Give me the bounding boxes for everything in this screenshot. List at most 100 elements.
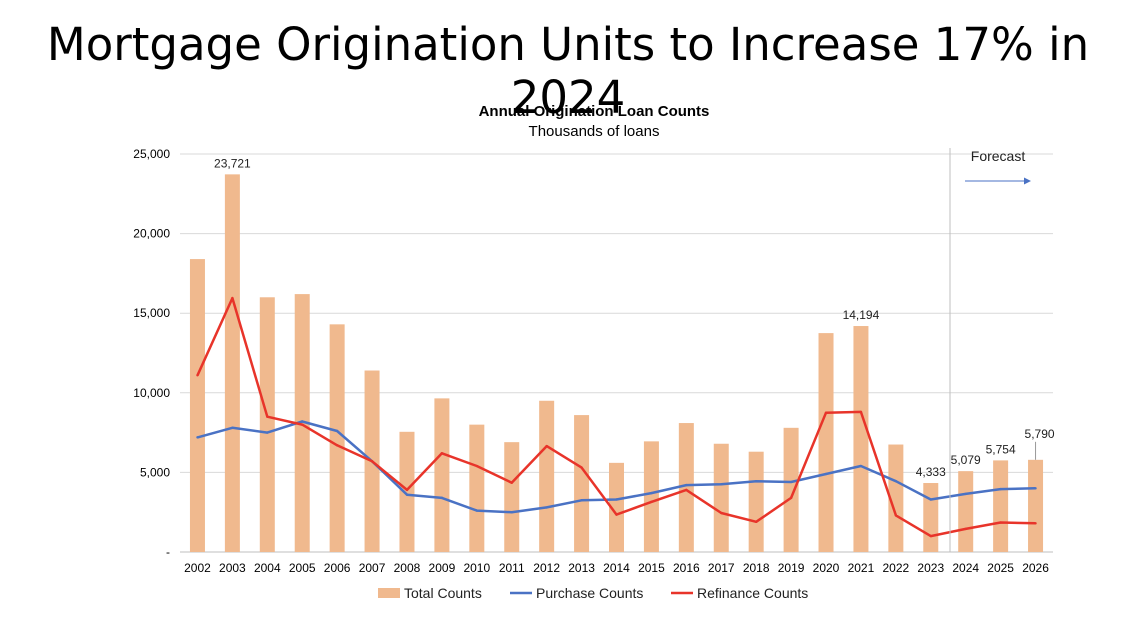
legend-label-total: Total Counts bbox=[404, 585, 482, 601]
point-refinance-2016 bbox=[685, 488, 688, 492]
point-purchase-2024 bbox=[964, 492, 967, 496]
y-tick-label: 5,000 bbox=[140, 465, 170, 479]
point-refinance-2009 bbox=[440, 452, 444, 455]
legend-label-purchase: Purchase Counts bbox=[536, 585, 643, 601]
point-refinance-2010 bbox=[475, 464, 479, 468]
bar-total-2012 bbox=[539, 400, 555, 552]
point-refinance-2014 bbox=[615, 513, 618, 516]
x-tick-label: 2009 bbox=[429, 561, 456, 575]
data-label-2025: 5,754 bbox=[986, 442, 1016, 456]
bar-total-2026 bbox=[1028, 459, 1044, 552]
point-refinance-2022 bbox=[894, 514, 898, 517]
chart-subtitle: Thousands of loans bbox=[529, 123, 660, 140]
point-refinance-2023 bbox=[929, 534, 932, 538]
y-tick-label: 20,000 bbox=[133, 227, 170, 241]
y-tick-label: 25,000 bbox=[133, 147, 170, 161]
point-refinance-2003 bbox=[231, 296, 234, 300]
bar-total-2015 bbox=[643, 441, 659, 552]
point-refinance-2011 bbox=[510, 481, 513, 484]
x-tick-label: 2022 bbox=[883, 561, 910, 575]
x-tick-label: 2021 bbox=[848, 561, 875, 575]
point-refinance-2015 bbox=[650, 500, 653, 504]
x-tick-label: 2017 bbox=[708, 561, 735, 575]
x-tick-label: 2016 bbox=[673, 561, 700, 575]
bar-total-2013 bbox=[574, 415, 590, 552]
x-tick-label: 2007 bbox=[359, 561, 386, 575]
x-tick-label: 2015 bbox=[638, 561, 665, 575]
bar-total-2023 bbox=[923, 483, 939, 552]
point-refinance-2013 bbox=[580, 466, 583, 469]
point-refinance-2012 bbox=[545, 444, 548, 448]
point-refinance-2006 bbox=[335, 444, 339, 447]
point-refinance-2004 bbox=[266, 415, 269, 418]
x-tick-label: 2020 bbox=[813, 561, 840, 575]
point-purchase-2015 bbox=[650, 491, 653, 495]
point-refinance-2007 bbox=[370, 460, 374, 463]
point-purchase-2010 bbox=[475, 509, 479, 512]
legend-label-refinance: Refinance Counts bbox=[697, 585, 808, 601]
point-refinance-2025 bbox=[999, 521, 1002, 524]
bar-total-2009 bbox=[434, 398, 450, 552]
x-tick-label: 2023 bbox=[917, 561, 944, 575]
x-tick-label: 2011 bbox=[499, 561, 525, 575]
point-refinance-2018 bbox=[754, 520, 758, 523]
point-purchase-2011 bbox=[510, 511, 513, 514]
point-purchase-2012 bbox=[545, 506, 548, 509]
point-refinance-2017 bbox=[720, 511, 723, 515]
point-purchase-2022 bbox=[894, 479, 898, 483]
bar-total-2017 bbox=[713, 443, 729, 552]
bar-total-2022 bbox=[888, 444, 904, 552]
y-tick-label: 15,000 bbox=[133, 306, 170, 320]
bar-total-2016 bbox=[678, 423, 694, 552]
point-purchase-2023 bbox=[929, 498, 932, 501]
point-purchase-2008 bbox=[405, 493, 409, 496]
point-purchase-2016 bbox=[685, 483, 688, 487]
bar-total-2008 bbox=[399, 431, 415, 552]
forecast-label: Forecast bbox=[971, 148, 1026, 164]
bar-total-2014 bbox=[609, 462, 624, 552]
x-tick-label: 2006 bbox=[324, 561, 351, 575]
x-tick-label: 2002 bbox=[184, 561, 211, 575]
bar-total-2006 bbox=[329, 324, 345, 552]
point-refinance-2021 bbox=[859, 410, 863, 414]
x-tick-label: 2005 bbox=[289, 561, 316, 575]
point-purchase-2006 bbox=[335, 429, 339, 433]
x-tick-label: 2004 bbox=[254, 561, 281, 575]
point-purchase-2009 bbox=[440, 496, 444, 500]
data-label-2021: 14,194 bbox=[843, 308, 880, 322]
forecast-arrowhead-icon bbox=[1024, 177, 1031, 185]
point-purchase-2013 bbox=[580, 499, 583, 502]
x-tick-label: 2013 bbox=[568, 561, 595, 575]
point-purchase-2026 bbox=[1034, 487, 1037, 490]
bar-total-2003 bbox=[224, 174, 240, 552]
bar-total-2018 bbox=[748, 451, 764, 552]
x-tick-label: 2003 bbox=[219, 561, 246, 575]
bar-total-2010 bbox=[469, 424, 485, 552]
x-tick-label: 2019 bbox=[778, 561, 805, 575]
point-refinance-2024 bbox=[964, 527, 967, 531]
point-purchase-2017 bbox=[720, 483, 723, 486]
bar-total-2011 bbox=[504, 442, 520, 552]
x-tick-label: 2010 bbox=[463, 561, 490, 575]
x-tick-label: 2008 bbox=[394, 561, 421, 575]
data-label-2026: 5,790 bbox=[1025, 427, 1055, 441]
slide-title: Mortgage Origination Units to Increase 1… bbox=[46, 18, 1090, 124]
point-refinance-2020 bbox=[824, 411, 828, 414]
point-purchase-2018 bbox=[754, 479, 758, 483]
point-refinance-2026 bbox=[1034, 522, 1037, 525]
y-tick-label: 10,000 bbox=[133, 386, 170, 400]
x-tick-label: 2014 bbox=[603, 561, 630, 575]
point-purchase-2025 bbox=[999, 487, 1002, 491]
bar-total-2025 bbox=[993, 460, 1009, 552]
point-purchase-2005 bbox=[301, 420, 304, 423]
legend-swatch-total bbox=[378, 588, 400, 598]
point-refinance-2002 bbox=[196, 374, 199, 377]
x-tick-label: 2026 bbox=[1022, 561, 1049, 575]
data-label-2023: 4,333 bbox=[916, 465, 946, 479]
bar-total-2020 bbox=[818, 333, 834, 552]
point-purchase-2014 bbox=[615, 498, 618, 501]
point-purchase-2021 bbox=[859, 464, 863, 468]
point-refinance-2019 bbox=[789, 496, 793, 500]
bar-total-2002 bbox=[189, 259, 205, 552]
